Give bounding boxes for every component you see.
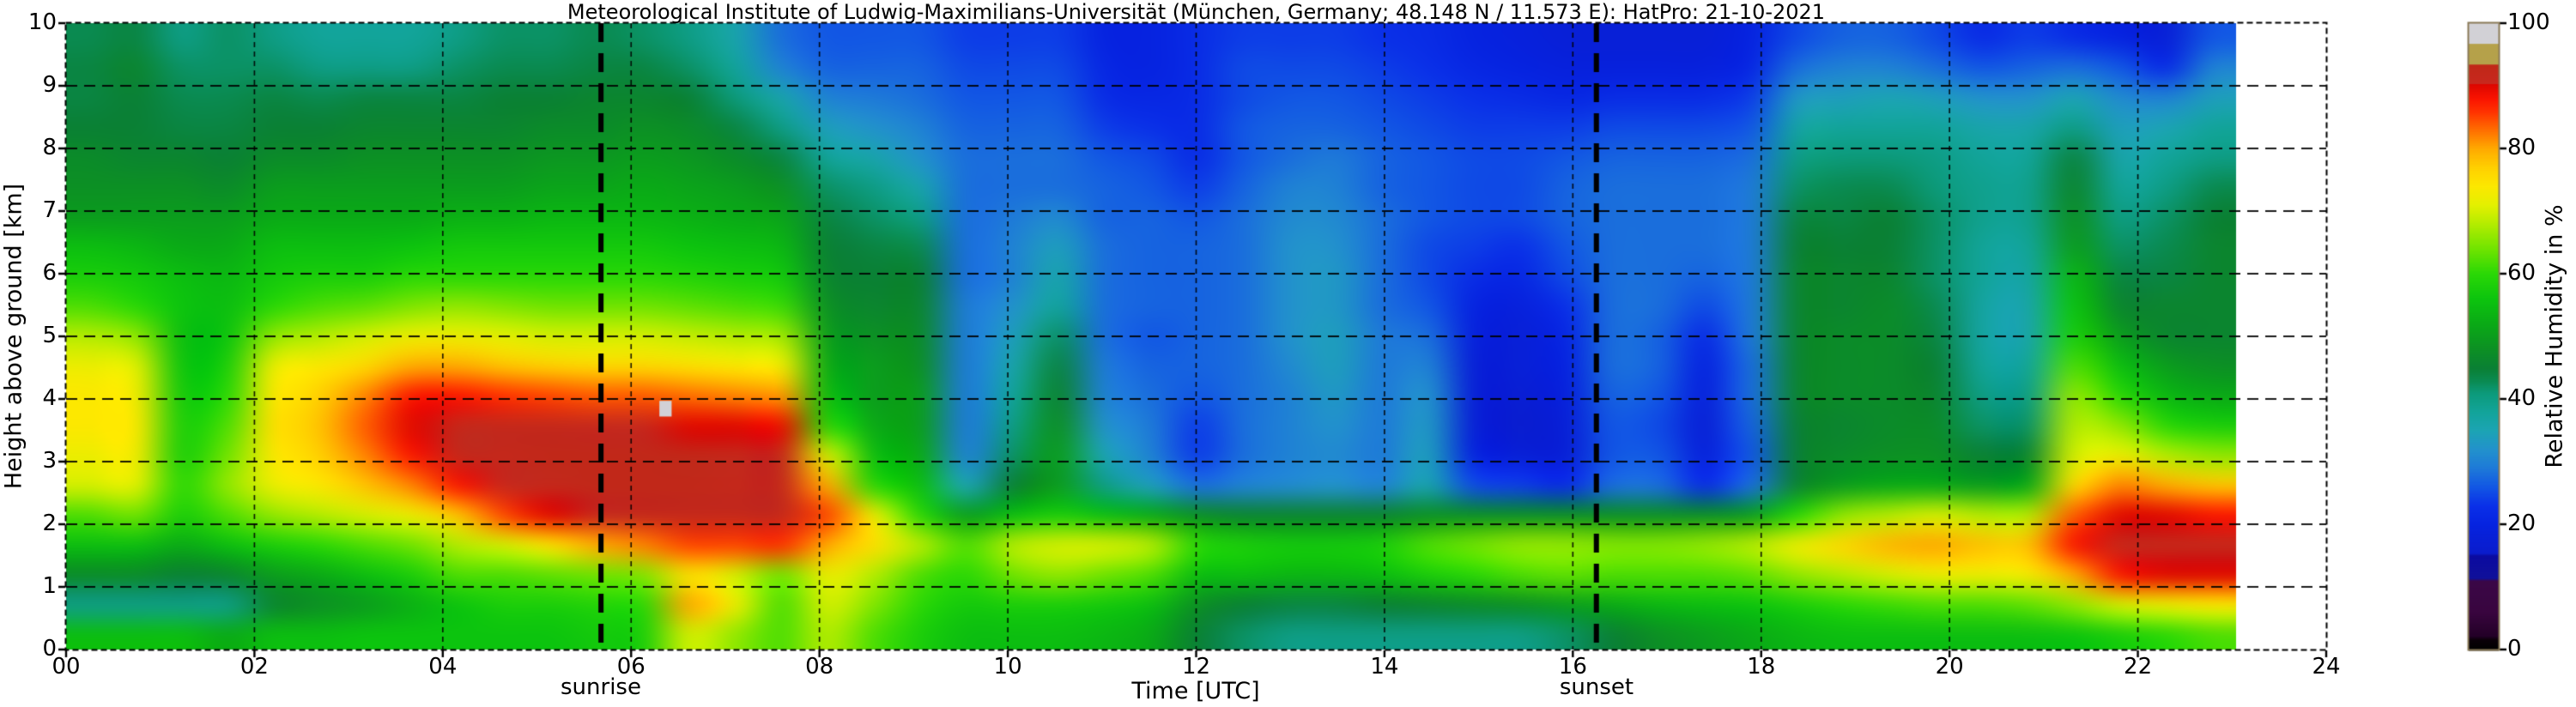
chart-title: Meteorological Institute of Ludwig-Maxim… bbox=[567, 0, 1826, 24]
y-tick-label: 0 bbox=[42, 636, 57, 662]
x-tick-label: 22 bbox=[2124, 654, 2153, 680]
sunrise-annotation-label: sunrise bbox=[561, 674, 641, 700]
colorbar-tick-label: 40 bbox=[2507, 385, 2537, 411]
x-tick-label: 18 bbox=[1747, 654, 1776, 680]
x-tick-label: 12 bbox=[1181, 654, 1211, 680]
colorbar-tick-label: 0 bbox=[2507, 636, 2522, 662]
x-tick-label: 06 bbox=[616, 654, 646, 680]
sunset-annotation-label: sunset bbox=[1559, 674, 1634, 700]
y-tick-label: 2 bbox=[42, 511, 57, 536]
x-axis-title: Time [UTC] bbox=[1131, 678, 1260, 704]
y-tick-label: 5 bbox=[42, 323, 57, 348]
x-tick-label: 08 bbox=[805, 654, 834, 680]
y-tick-label: 7 bbox=[42, 197, 57, 223]
colorbar-tick-label: 60 bbox=[2507, 260, 2537, 286]
y-tick-label: 10 bbox=[27, 9, 57, 35]
y-tick-label: 4 bbox=[42, 385, 57, 411]
x-tick-label: 24 bbox=[2312, 654, 2341, 680]
colorbar-tick-label: 20 bbox=[2507, 511, 2537, 536]
x-tick-label: 14 bbox=[1370, 654, 1399, 680]
x-tick-label: 00 bbox=[52, 654, 81, 680]
x-tick-label: 20 bbox=[1935, 654, 1964, 680]
x-tick-label: 02 bbox=[239, 654, 269, 680]
colorbar-tick-label: 100 bbox=[2507, 9, 2550, 35]
y-tick-label: 3 bbox=[42, 448, 57, 474]
colorbar-tick-label: 80 bbox=[2507, 135, 2537, 160]
y-tick-label: 1 bbox=[42, 573, 57, 599]
y-tick-label: 6 bbox=[42, 260, 57, 286]
x-tick-label: 10 bbox=[993, 654, 1022, 680]
x-tick-label: 04 bbox=[428, 654, 458, 680]
x-tick-label: 16 bbox=[1558, 654, 1587, 680]
y-tick-label: 9 bbox=[42, 72, 57, 98]
colorbar-axis-title: Relative Humidity in % bbox=[2541, 204, 2568, 468]
y-tick-label: 8 bbox=[42, 135, 57, 160]
